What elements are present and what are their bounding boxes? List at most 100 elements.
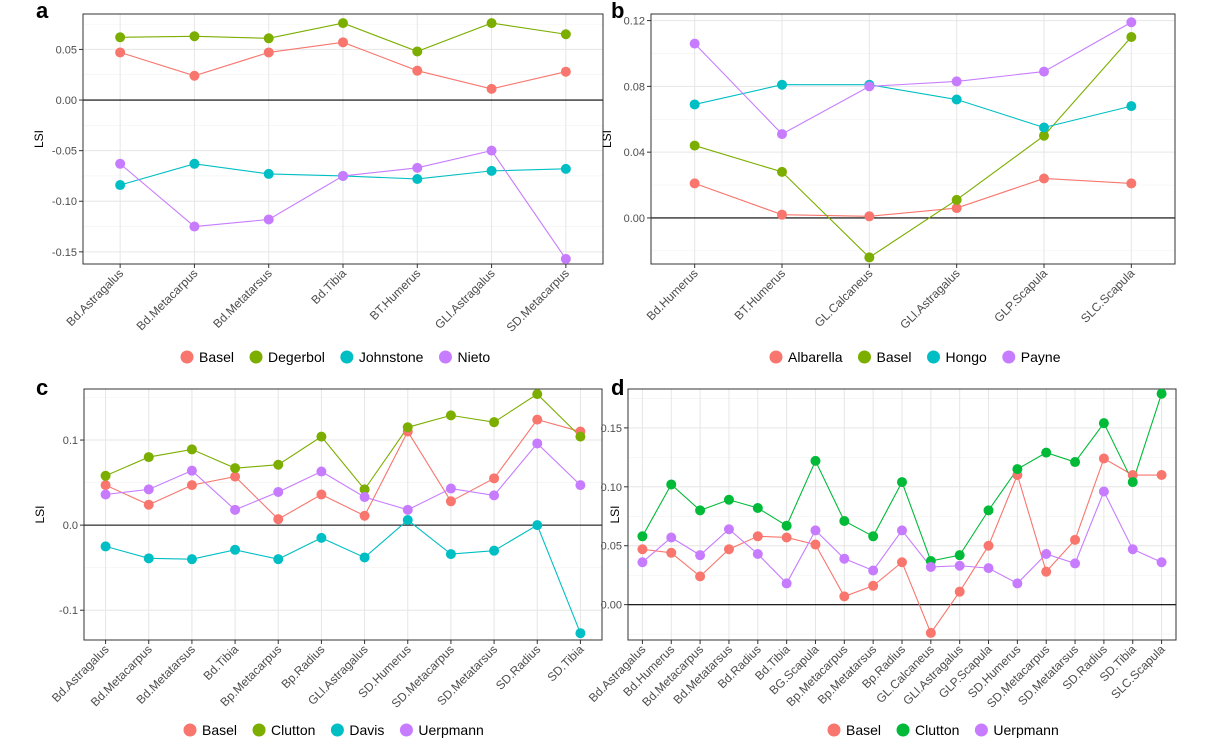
series-line-uerpmann — [105, 442, 581, 511]
y-tick-label: -0.10 — [52, 196, 77, 208]
x-tick-label: SD.Tibia — [544, 642, 586, 684]
data-point-uerpmann — [1041, 548, 1052, 559]
legend-key-uerpmann — [399, 723, 413, 737]
data-point-albarella — [864, 211, 875, 222]
data-point-basel — [489, 473, 500, 484]
series-line-basel — [694, 36, 1132, 259]
legend-label-davis: Davis — [349, 722, 384, 738]
data-point-davis — [575, 628, 586, 639]
data-point-clutton — [575, 431, 586, 442]
data-point-nieto — [560, 253, 571, 264]
y-tick-label: 0.15 — [601, 423, 622, 435]
data-point-basel — [486, 83, 497, 94]
data-point-uerpmann — [666, 532, 677, 543]
data-point-degerbol — [263, 33, 274, 44]
legend-key-clutton — [896, 723, 910, 737]
data-point-basel — [781, 532, 792, 543]
data-point-clutton — [868, 531, 879, 542]
data-point-basel — [864, 252, 875, 263]
y-axis-title: LSI — [600, 130, 614, 148]
data-point-payne — [951, 76, 962, 87]
data-point-hongo — [1126, 101, 1137, 112]
data-point-basel — [897, 557, 907, 568]
data-point-clutton — [723, 494, 734, 505]
data-point-clutton — [359, 484, 370, 495]
data-point-clutton — [637, 531, 648, 542]
data-point-albarella — [1039, 173, 1049, 184]
series-line-basel — [105, 418, 581, 520]
panel-a: a -0.15 -0.10 -0.05 0.00 0.05 LSI Bd.Astragalus… — [32, 0, 604, 365]
data-point-johnstone — [263, 168, 274, 179]
panel-b: b 0.00 0.04 0.08 0.12 LSI Bd.Humerus BT.Humerus… — [600, 0, 1176, 365]
legend: Basel Degerbol Johnstone Nieto — [180, 349, 490, 365]
data-point-davis — [143, 553, 154, 564]
data-point-basel — [532, 414, 543, 425]
data-point-basel — [723, 544, 734, 555]
legend-key-hongo — [927, 350, 941, 364]
data-point-davis — [445, 549, 456, 560]
x-tick-label: GLl.Astragalus — [897, 266, 963, 332]
data-point-basel — [1098, 453, 1109, 464]
y-tick-label: 0.04 — [624, 147, 645, 159]
data-point-payne — [689, 38, 700, 49]
data-point-albarella — [1126, 178, 1137, 189]
panel-border — [83, 388, 603, 641]
data-point-clutton — [143, 452, 154, 463]
data-point-uerpmann — [273, 486, 284, 497]
y-axis-title: LSI — [33, 505, 47, 523]
data-point-clutton — [954, 550, 965, 561]
data-point-albarella — [951, 203, 962, 214]
data-point-johnstone — [560, 163, 571, 174]
data-point-uerpmann — [532, 438, 543, 449]
data-point-uerpmann — [230, 504, 241, 515]
y-tick-label: 0.10 — [601, 482, 622, 494]
data-point-uerpmann — [489, 490, 500, 501]
legend-key-basel — [180, 350, 194, 364]
legend-key-uerpmann — [974, 723, 988, 737]
legend: Basel Clutton Uerpmann — [827, 722, 1059, 738]
data-point-basel — [189, 70, 200, 81]
data-point-basel — [273, 514, 284, 525]
data-point-uerpmann — [1098, 486, 1109, 497]
series-line-albarella — [694, 177, 1132, 217]
legend-key-johnstone — [340, 350, 354, 364]
data-point-davis — [402, 515, 413, 526]
data-point-davis — [273, 554, 284, 565]
data-point-davis — [489, 545, 500, 556]
data-point-basel — [445, 496, 456, 507]
data-point-hongo — [951, 94, 962, 105]
data-point-clutton — [230, 463, 241, 474]
x-tick-label: SLC.Scapula — [1078, 266, 1138, 326]
data-point-johnstone — [115, 180, 126, 191]
y-axis-title: LSI — [32, 130, 46, 148]
y-tick-label: -0.05 — [52, 146, 77, 158]
data-point-uerpmann — [1070, 558, 1081, 569]
legend-key-albarella — [769, 350, 783, 364]
legend-label-basel: Basel — [846, 722, 881, 738]
legend-key-basel — [857, 350, 871, 364]
x-tick-label: SD.Metacarpus — [504, 266, 572, 334]
data-point-nieto — [486, 145, 497, 156]
data-point-basel — [412, 65, 423, 76]
data-point-basel — [637, 544, 648, 555]
data-point-clutton — [897, 477, 907, 488]
x-tick-label: Bd.Metacarpus — [134, 266, 201, 333]
data-point-payne — [1039, 66, 1049, 77]
legend-label-johnstone: Johnstone — [359, 349, 424, 365]
data-point-clutton — [316, 431, 327, 442]
legend-label-payne: Payne — [1021, 349, 1061, 365]
data-point-payne — [777, 129, 787, 140]
data-point-basel — [925, 627, 936, 638]
data-point-clutton — [1041, 447, 1052, 458]
data-point-uerpmann — [186, 465, 197, 476]
data-point-uerpmann — [637, 557, 648, 568]
data-point-basel — [1039, 130, 1049, 141]
data-point-clutton — [1012, 464, 1023, 475]
legend-key-nieto — [438, 350, 452, 364]
legend-label-degerbol: Degerbol — [268, 349, 325, 365]
data-point-basel — [951, 194, 962, 205]
y-tick-label: 0.00 — [624, 213, 645, 225]
data-point-uerpmann — [359, 492, 370, 503]
data-point-uerpmann — [723, 524, 734, 535]
x-tick-label: Bd.Metatarsus — [210, 266, 275, 331]
